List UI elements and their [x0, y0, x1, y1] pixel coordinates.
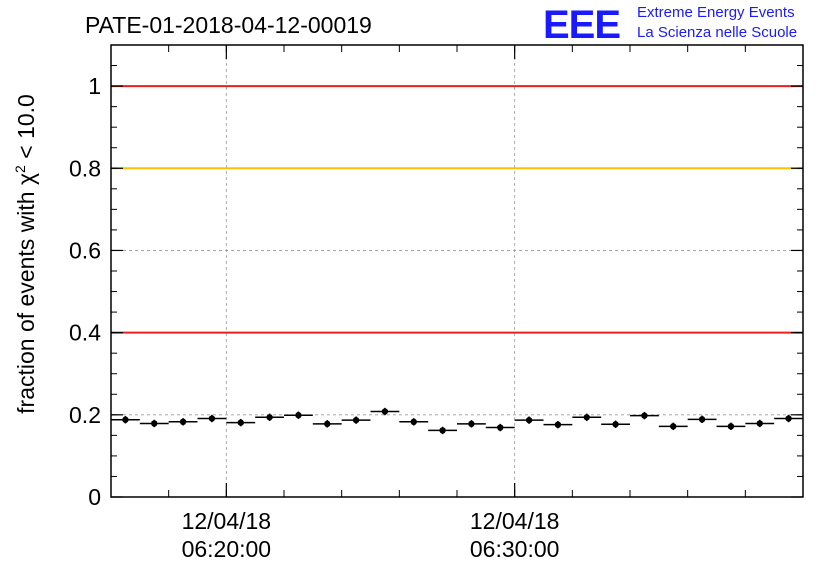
- data-series: [111, 407, 803, 435]
- eee-logo: EEE Extreme Energy Events La Scienza nel…: [543, 3, 797, 47]
- data-point: [122, 416, 129, 423]
- x-tick-label-time: 06:20:00: [182, 536, 272, 562]
- data-point: [554, 421, 562, 428]
- data-point: [583, 414, 590, 421]
- y-axis-label: fraction of events with χ2 < 10.0: [12, 94, 39, 414]
- reference-lines: [111, 85, 803, 334]
- y-axis-label-suffix: < 10.0: [13, 94, 39, 165]
- chart-title: PATE-01-2018-04-12-00019: [85, 12, 372, 38]
- data-point: [410, 418, 417, 426]
- data-point: [670, 423, 677, 430]
- data-point: [179, 418, 187, 426]
- data-point: [698, 416, 706, 423]
- axis-ticks: [110, 44, 804, 498]
- data-point: [612, 421, 619, 428]
- data-point: [381, 408, 389, 415]
- tick-labels: 00.20.40.60.8112/04/1806:20:0012/04/1806…: [69, 73, 559, 562]
- data-point: [324, 420, 331, 428]
- data-point: [785, 415, 792, 422]
- data-point: [525, 416, 533, 424]
- data-point: [266, 414, 273, 421]
- grid: [111, 45, 803, 497]
- y-tick-label: 0.6: [69, 237, 101, 263]
- data-point: [439, 427, 446, 434]
- x-tick-label-time: 06:30:00: [470, 536, 560, 562]
- eee-logo-line2: La Scienza nelle Scuole: [637, 24, 797, 41]
- y-tick-label: 0.2: [69, 402, 101, 428]
- y-axis-label-prefix: fraction of events with: [13, 185, 39, 414]
- x-tick-label-date: 12/04/18: [182, 508, 272, 534]
- data-point: [497, 424, 504, 431]
- data-point: [151, 420, 158, 427]
- eee-logo-line1: Extreme Energy Events: [637, 4, 795, 21]
- y-tick-label: 0: [88, 484, 101, 510]
- y-axis-label-chi: χ: [13, 173, 39, 185]
- data-point: [727, 423, 735, 430]
- data-point: [641, 412, 648, 419]
- x-tick-label-date: 12/04/18: [470, 508, 560, 534]
- y-axis-label-exp: 2: [12, 165, 28, 173]
- data-point: [352, 416, 360, 424]
- data-point: [468, 420, 475, 428]
- data-point: [208, 415, 216, 422]
- eee-logo-mark: EEE: [543, 3, 620, 47]
- y-tick-label: 1: [88, 73, 101, 99]
- data-point: [237, 419, 244, 426]
- data-point: [295, 412, 302, 419]
- data-point: [756, 420, 763, 427]
- plot-frame: [110, 44, 804, 498]
- y-tick-label: 0.8: [69, 155, 101, 181]
- y-tick-label: 0.4: [69, 320, 101, 346]
